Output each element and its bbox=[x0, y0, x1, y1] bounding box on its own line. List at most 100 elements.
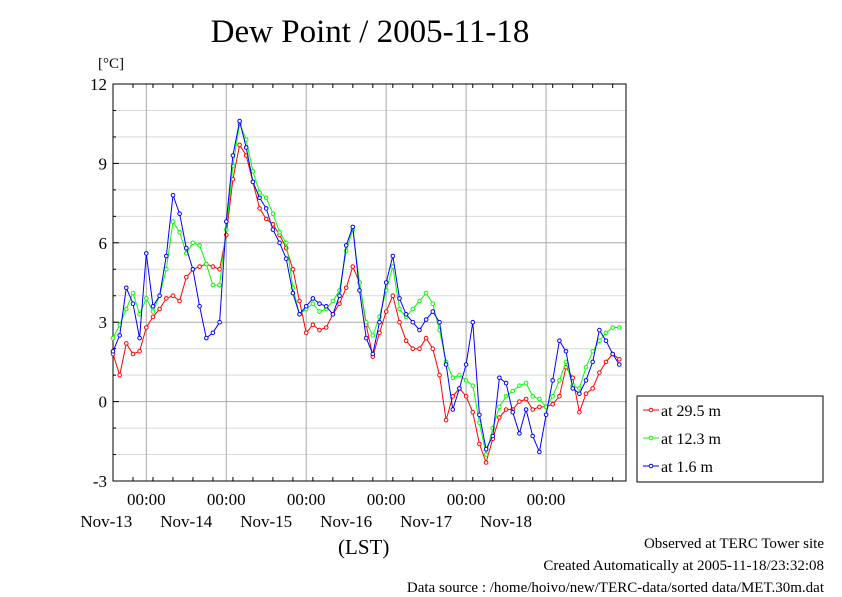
data-point bbox=[124, 341, 129, 346]
data-point bbox=[310, 322, 316, 328]
data-point bbox=[303, 304, 309, 309]
data-point bbox=[110, 349, 116, 354]
data-point bbox=[137, 335, 142, 341]
data-point bbox=[210, 330, 216, 336]
x-tick-date-label: Nov-14 bbox=[160, 512, 212, 531]
data-point bbox=[397, 296, 402, 301]
footer-created: Created Automatically at 2005-11-18/23:3… bbox=[543, 558, 824, 574]
y-tick-label: 12 bbox=[90, 75, 107, 94]
x-axis-label: (LST) bbox=[338, 535, 390, 559]
data-point bbox=[417, 327, 422, 333]
data-point bbox=[250, 169, 256, 174]
data-point bbox=[177, 211, 182, 216]
data-point bbox=[184, 274, 189, 280]
x-tick-time-label: 00:00 bbox=[527, 490, 566, 509]
data-point bbox=[370, 333, 376, 338]
data-point bbox=[383, 309, 389, 314]
series-line bbox=[112, 120, 620, 454]
legend-label: at 1.6 m bbox=[661, 459, 714, 476]
data-point bbox=[157, 306, 162, 312]
data-point bbox=[270, 227, 276, 232]
x-tick-time-label: 00:00 bbox=[287, 490, 326, 509]
data-point bbox=[237, 118, 242, 124]
data-point bbox=[277, 229, 282, 235]
data-point bbox=[263, 195, 269, 201]
data-point bbox=[617, 325, 622, 330]
data-point bbox=[343, 243, 349, 248]
data-point bbox=[330, 298, 336, 304]
x-tick-date-label: Nov-15 bbox=[240, 512, 292, 531]
data-point bbox=[530, 433, 536, 439]
data-point bbox=[617, 362, 622, 367]
data-point bbox=[410, 346, 416, 352]
data-point bbox=[537, 404, 542, 410]
data-point bbox=[423, 335, 429, 341]
data-point bbox=[590, 359, 596, 365]
data-point bbox=[363, 319, 369, 325]
data-point bbox=[457, 386, 462, 391]
series-line bbox=[112, 121, 620, 455]
data-point bbox=[450, 407, 456, 412]
data-point bbox=[283, 256, 289, 262]
data-point bbox=[443, 417, 449, 423]
data-point bbox=[503, 394, 509, 399]
data-point bbox=[510, 388, 516, 394]
footer-source: Data source : /home/hoivo/new/TERC-data/… bbox=[406, 580, 824, 596]
legend-label: at 29.5 m bbox=[661, 403, 722, 420]
x-tick-time-label: 00:00 bbox=[447, 490, 486, 509]
data-point bbox=[397, 319, 402, 325]
data-point bbox=[550, 401, 556, 407]
data-point bbox=[503, 407, 509, 412]
data-point bbox=[510, 409, 516, 415]
data-point bbox=[550, 394, 556, 399]
data-point bbox=[583, 391, 589, 397]
data-point bbox=[130, 351, 136, 357]
data-point bbox=[323, 325, 329, 330]
x-tick-date-label: Nov-13 bbox=[80, 512, 132, 531]
data-point bbox=[597, 327, 602, 333]
data-point bbox=[390, 253, 396, 259]
data-point bbox=[177, 229, 182, 235]
footer-observed: Observed at TERC Tower site bbox=[643, 536, 824, 552]
data-point bbox=[450, 375, 456, 381]
data-point bbox=[470, 319, 476, 325]
data-point bbox=[317, 327, 322, 333]
data-point bbox=[124, 306, 129, 312]
data-point bbox=[590, 349, 596, 354]
data-point bbox=[517, 383, 522, 389]
series-line bbox=[112, 143, 620, 465]
data-point bbox=[130, 290, 136, 296]
data-point bbox=[197, 243, 202, 248]
data-point bbox=[150, 304, 156, 309]
data-point bbox=[323, 304, 329, 309]
data-point bbox=[557, 394, 562, 399]
data-point bbox=[483, 460, 489, 465]
data-point bbox=[417, 346, 422, 352]
data-point bbox=[530, 394, 536, 399]
legend-swatch-marker bbox=[648, 407, 654, 413]
data-point bbox=[603, 338, 609, 344]
data-point bbox=[470, 409, 476, 415]
data-point bbox=[150, 314, 156, 320]
data-point bbox=[350, 224, 356, 230]
data-point bbox=[210, 282, 216, 288]
data-point bbox=[197, 304, 202, 309]
data-point bbox=[563, 349, 569, 354]
data-point bbox=[537, 396, 542, 402]
data-point bbox=[590, 386, 596, 391]
data-point bbox=[603, 330, 609, 336]
data-point bbox=[117, 333, 122, 338]
data-point bbox=[164, 267, 169, 272]
data-point bbox=[377, 319, 382, 325]
x-tick-date-label: Nov-16 bbox=[320, 512, 372, 531]
data-point bbox=[117, 372, 122, 378]
data-point bbox=[503, 380, 509, 386]
data-point bbox=[144, 251, 149, 256]
data-point bbox=[124, 285, 129, 291]
data-point bbox=[557, 338, 562, 344]
data-point bbox=[497, 415, 502, 420]
data-point bbox=[523, 380, 529, 386]
data-point bbox=[370, 351, 376, 357]
y-axis-ticks: -3 0 3 6 9 12 bbox=[90, 75, 119, 491]
